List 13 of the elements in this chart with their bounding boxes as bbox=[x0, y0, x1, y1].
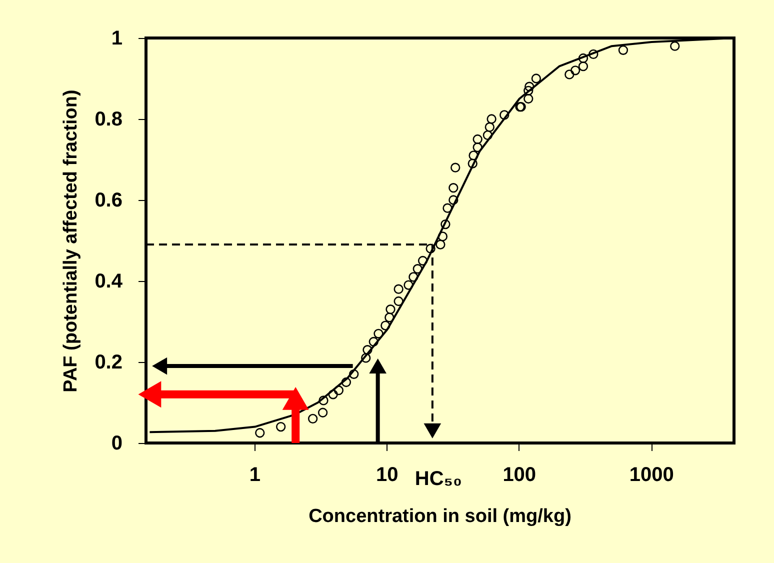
x-tick-label: 100 bbox=[502, 464, 536, 486]
y-tick-label: 0.6 bbox=[94, 190, 122, 212]
y-axis-title: PAF (potentially affected fraction) bbox=[60, 90, 82, 392]
annotation: HC₅₀ bbox=[414, 468, 462, 490]
x-tick-label: 1 bbox=[249, 464, 260, 486]
x-axis-title: Concentration in soil (mg/kg) bbox=[308, 506, 572, 527]
y-tick-label: 0 bbox=[111, 432, 122, 454]
y-tick-label: 1 bbox=[111, 28, 122, 50]
x-tick-label: 10 bbox=[376, 464, 398, 486]
y-tick-label: 0.4 bbox=[94, 270, 124, 292]
x-tick-label: 1000 bbox=[629, 464, 674, 486]
y-tick-label: 0.2 bbox=[94, 352, 122, 374]
y-tick-label: 0.8 bbox=[94, 108, 122, 130]
